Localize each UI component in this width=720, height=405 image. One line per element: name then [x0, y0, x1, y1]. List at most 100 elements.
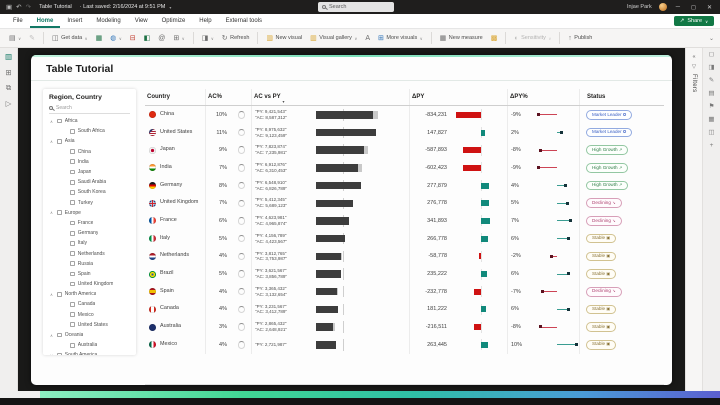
- new-visual-button[interactable]: ▥ New visual: [266, 34, 303, 42]
- checkbox[interactable]: [70, 200, 75, 205]
- table-row[interactable]: Brazil 5% "PY: 3,621,567" "AC: 3,856,789"…: [145, 265, 664, 283]
- avatar[interactable]: [658, 3, 667, 11]
- tree-item-france[interactable]: France: [49, 218, 130, 228]
- checkbox[interactable]: [70, 342, 75, 348]
- checkbox[interactable]: [70, 312, 75, 318]
- checkbox[interactable]: [57, 291, 62, 297]
- tree-item-africa[interactable]: ∧ Africa: [49, 116, 130, 126]
- maximize-button[interactable]: ◻: [690, 4, 696, 11]
- pane-icon-bookmarks[interactable]: ⚑: [708, 103, 715, 110]
- table-row[interactable]: China 10% "PY: 9,421,543" "AC: 8,587,312"…: [145, 106, 664, 124]
- checkbox[interactable]: [70, 271, 75, 277]
- col-delta-py-pct[interactable]: ΔPY%: [508, 89, 580, 105]
- collapse-ribbon-icon[interactable]: ⌄: [708, 35, 714, 42]
- checkbox[interactable]: [70, 251, 75, 256]
- checkbox[interactable]: [70, 169, 75, 175]
- status-badge[interactable]: Market Leader ✪: [586, 127, 633, 138]
- enter-data-button[interactable]: ⊞ ∨: [173, 34, 185, 42]
- recent-sources-button[interactable]: @: [155, 33, 168, 44]
- checkbox[interactable]: [70, 281, 75, 287]
- tree-item-oceania[interactable]: ∧ Oceania: [49, 330, 130, 340]
- status-badge[interactable]: Declining ↘: [586, 286, 622, 297]
- status-badge[interactable]: Stable ▣: [586, 322, 617, 332]
- tree-item-south-america[interactable]: ∨ South America: [49, 350, 130, 355]
- table-row[interactable]: Mexico 4% "PY: 2,721,987" 263,445 10% St…: [145, 335, 664, 354]
- status-badge[interactable]: Market Leader ✪: [586, 110, 633, 120]
- visual-gallery-button[interactable]: ▥ Visual gallery ∨: [310, 34, 358, 42]
- tree-item-russia[interactable]: Russia: [49, 259, 130, 269]
- checkbox[interactable]: [70, 240, 75, 246]
- status-badge[interactable]: Stable ▣: [586, 251, 617, 262]
- checkbox[interactable]: [70, 159, 75, 165]
- checkbox[interactable]: [57, 118, 62, 124]
- status-badge[interactable]: High Growth ↗: [586, 163, 629, 173]
- title-dropdown-icon[interactable]: ▾: [169, 4, 172, 10]
- status-badge[interactable]: Stable ▣: [586, 233, 617, 244]
- table-row[interactable]: United States 11% "PY: 8,975,632" "AC: 9,…: [145, 123, 664, 142]
- text-box-button[interactable]: A: [362, 33, 373, 44]
- col-ac-pct[interactable]: AC%: [206, 89, 252, 105]
- col-status[interactable]: Status: [587, 94, 606, 100]
- pane-icon-analytics[interactable]: ▤: [708, 90, 715, 97]
- tree-item-india[interactable]: India: [49, 157, 130, 167]
- chevron-icon[interactable]: ∧: [50, 291, 53, 297]
- checkbox[interactable]: [70, 230, 75, 236]
- chevron-icon[interactable]: ∧: [50, 210, 53, 216]
- sql-server-button[interactable]: ⊟: [127, 33, 139, 44]
- table-row[interactable]: Australia 3% "PY: 2,865,432" "AC: 2,648,9…: [145, 318, 664, 336]
- quick-measure-button[interactable]: ▩: [488, 33, 501, 44]
- checkbox[interactable]: [70, 128, 75, 134]
- slicer-search-input[interactable]: Search: [49, 104, 130, 114]
- get-data-button[interactable]: ◫ Get data ∨: [51, 34, 88, 42]
- menu-home[interactable]: Home: [30, 14, 61, 28]
- menu-file[interactable]: File: [13, 18, 23, 24]
- filters-pane[interactable]: « ▽ Filters: [685, 48, 702, 391]
- tree-item-italy[interactable]: Italy: [49, 238, 130, 248]
- status-badge[interactable]: Stable ▣: [586, 269, 617, 279]
- menu-external-tools[interactable]: External tools: [225, 18, 262, 24]
- checkbox[interactable]: [70, 220, 75, 226]
- more-visuals-button[interactable]: ⊞ More visuals ∨: [377, 34, 423, 42]
- status-badge[interactable]: Stable ▣: [586, 339, 617, 350]
- pane-icon-build[interactable]: ◨: [708, 64, 715, 71]
- table-row[interactable]: Italy 5% "PY: 4,156,789" "AC: 4,423,567" …: [145, 229, 664, 248]
- status-badge[interactable]: High Growth ↗: [586, 145, 629, 156]
- tree-item-japan[interactable]: Japan: [49, 167, 130, 177]
- chevron-icon[interactable]: ∧: [50, 138, 53, 144]
- table-row[interactable]: United Kingdom 7% "PY: 5,412,345" "AC: 5,…: [145, 194, 664, 213]
- tree-item-asia[interactable]: ∧ Asia: [49, 136, 130, 146]
- minimize-button[interactable]: ─: [675, 4, 680, 10]
- status-badge[interactable]: Declining ↘: [586, 216, 622, 226]
- table-row[interactable]: Germany 8% "PY: 6,548,910" "AC: 6,826,789…: [145, 176, 664, 195]
- status-badge[interactable]: High Growth ↗: [586, 180, 629, 191]
- excel-workbook-button[interactable]: ▦: [93, 33, 106, 44]
- refresh-button[interactable]: ↻ Refresh: [221, 34, 250, 42]
- model-view-icon[interactable]: ⧉: [5, 83, 12, 92]
- checkbox[interactable]: [70, 322, 75, 328]
- checkbox[interactable]: [70, 179, 75, 185]
- menu-insert[interactable]: Insert: [67, 18, 83, 24]
- pane-icon-format[interactable]: ✎: [708, 77, 715, 84]
- tree-item-germany[interactable]: Germany: [49, 228, 130, 238]
- tree-item-mexico[interactable]: Mexico: [49, 310, 130, 320]
- status-badge[interactable]: Declining ↘: [586, 198, 622, 209]
- tree-item-united-states[interactable]: United States: [49, 320, 130, 330]
- dataverse-button[interactable]: ◧: [141, 33, 154, 44]
- table-row[interactable]: France 6% "PY: 4,623,981" "AC: 4,965,874"…: [145, 212, 664, 230]
- checkbox[interactable]: [70, 261, 75, 267]
- chevron-icon[interactable]: ∧: [50, 118, 53, 124]
- tree-item-europe[interactable]: ∧ Europe: [49, 208, 130, 218]
- new-measure-button[interactable]: ▦ New measure: [439, 34, 483, 42]
- table-row[interactable]: India 7% "PY: 6,912,876" "AC: 6,310,453" …: [145, 159, 664, 177]
- checkbox[interactable]: [70, 302, 75, 307]
- expand-pane-icon[interactable]: «: [692, 54, 696, 60]
- menu-help[interactable]: Help: [199, 18, 212, 24]
- global-search-input[interactable]: Search: [318, 2, 394, 12]
- checkbox[interactable]: [57, 210, 62, 216]
- pane-icon-data[interactable]: ◻: [708, 51, 715, 58]
- tree-item-turkey[interactable]: Turkey: [49, 198, 130, 208]
- table-row[interactable]: Spain 4% "PY: 3,365,432" "AC: 3,132,654" …: [145, 282, 664, 301]
- tree-item-netherlands[interactable]: Netherlands: [49, 248, 130, 258]
- undo-icon[interactable]: ↶: [16, 4, 22, 11]
- menu-optimize[interactable]: Optimize: [161, 18, 186, 24]
